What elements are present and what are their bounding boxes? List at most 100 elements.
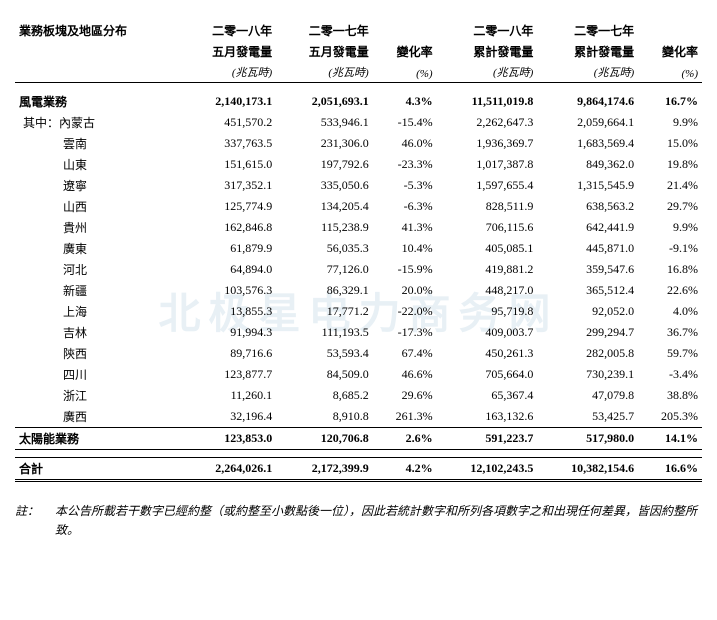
value-cell: 77,126.0 — [276, 259, 373, 280]
value-cell: 8,685.2 — [276, 385, 373, 406]
value-cell: 12,102,243.5 — [437, 457, 538, 480]
table-row: 吉林91,994.3111,193.5-17.3%409,003.7299,29… — [15, 322, 702, 343]
region-cell: 新疆 — [15, 280, 180, 301]
footnote-label: 註： — [15, 502, 39, 540]
value-cell: 2,059,664.1 — [537, 112, 638, 133]
col-header-4: 二零一八年 — [437, 20, 538, 41]
value-cell: 197,792.6 — [276, 154, 373, 175]
value-cell: 95,719.8 — [437, 301, 538, 322]
value-cell: 11,260.1 — [180, 385, 277, 406]
value-cell: -3.4% — [638, 364, 702, 385]
value-cell: 849,362.0 — [537, 154, 638, 175]
value-cell: 730,239.1 — [537, 364, 638, 385]
region-cell: 太陽能業務 — [15, 427, 180, 449]
value-cell: 335,050.6 — [276, 175, 373, 196]
value-cell: 84,509.0 — [276, 364, 373, 385]
value-cell: 14.1% — [638, 427, 702, 449]
value-cell: 103,576.3 — [180, 280, 277, 301]
col-header-2: 二零一七年 — [276, 20, 373, 41]
value-cell: 32,196.4 — [180, 406, 277, 428]
value-cell: 134,205.4 — [276, 196, 373, 217]
value-cell: 448,217.0 — [437, 280, 538, 301]
value-cell: 16.7% — [638, 91, 702, 112]
value-cell: 261.3% — [373, 406, 437, 428]
value-cell: 705,664.0 — [437, 364, 538, 385]
region-cell: 其中：內蒙古 — [15, 112, 180, 133]
value-cell: -15.9% — [373, 259, 437, 280]
value-cell: -9.1% — [638, 238, 702, 259]
table-row: 遼寧317,352.1335,050.6-5.3%1,597,655.41,31… — [15, 175, 702, 196]
value-cell: 450,261.3 — [437, 343, 538, 364]
value-cell: 115,238.9 — [276, 217, 373, 238]
value-cell: 1,315,545.9 — [537, 175, 638, 196]
value-cell: 205.3% — [638, 406, 702, 428]
value-cell: 29.6% — [373, 385, 437, 406]
table-row: 雲南337,763.5231,306.046.0%1,936,369.71,68… — [15, 133, 702, 154]
region-cell: 四川 — [15, 364, 180, 385]
region-cell: 上海 — [15, 301, 180, 322]
table-row: 太陽能業務123,853.0120,706.82.6%591,223.7517,… — [15, 427, 702, 449]
value-cell: 405,085.1 — [437, 238, 538, 259]
table-row: 上海13,855.317,771.2-22.0%95,719.892,052.0… — [15, 301, 702, 322]
value-cell: 365,512.4 — [537, 280, 638, 301]
region-cell: 河北 — [15, 259, 180, 280]
table-row: 浙江11,260.18,685.229.6%65,367.447,079.838… — [15, 385, 702, 406]
value-cell: 20.0% — [373, 280, 437, 301]
value-cell: 706,115.6 — [437, 217, 538, 238]
value-cell: 163,132.6 — [437, 406, 538, 428]
value-cell: 231,306.0 — [276, 133, 373, 154]
value-cell: 451,570.2 — [180, 112, 277, 133]
header-row-2: 五月發電量 五月發電量 變化率 累計發電量 累計發電量 變化率 — [15, 41, 702, 62]
value-cell: 2,140,173.1 — [180, 91, 277, 112]
value-cell: 282,005.8 — [537, 343, 638, 364]
value-cell: 111,193.5 — [276, 322, 373, 343]
table-row: 其中：內蒙古451,570.2533,946.1-15.4%2,262,647.… — [15, 112, 702, 133]
value-cell: 9,864,174.6 — [537, 91, 638, 112]
value-cell: 86,329.1 — [276, 280, 373, 301]
value-cell: 59.7% — [638, 343, 702, 364]
value-cell: -17.3% — [373, 322, 437, 343]
region-cell: 貴州 — [15, 217, 180, 238]
header-row-3: (兆瓦時) (兆瓦時) (%) (兆瓦時) (兆瓦時) (%) — [15, 62, 702, 83]
value-cell: 92,052.0 — [537, 301, 638, 322]
value-cell: 10.4% — [373, 238, 437, 259]
value-cell: 359,547.6 — [537, 259, 638, 280]
table-row: 風電業務2,140,173.12,051,693.14.3%11,511,019… — [15, 91, 702, 112]
region-cell: 廣東 — [15, 238, 180, 259]
value-cell: 41.3% — [373, 217, 437, 238]
value-cell: 299,294.7 — [537, 322, 638, 343]
value-cell: 1,936,369.7 — [437, 133, 538, 154]
value-cell: 638,563.2 — [537, 196, 638, 217]
value-cell: -23.3% — [373, 154, 437, 175]
value-cell: 9.9% — [638, 217, 702, 238]
value-cell: 123,853.0 — [180, 427, 277, 449]
table-row: 新疆103,576.386,329.120.0%448,217.0365,512… — [15, 280, 702, 301]
value-cell: 517,980.0 — [537, 427, 638, 449]
footnote: 註： 本公告所載若干數字已經約整（或約整至小數點後一位），因此若統計數字和所列各… — [15, 502, 702, 540]
value-cell: 46.6% — [373, 364, 437, 385]
value-cell: 9.9% — [638, 112, 702, 133]
region-cell: 吉林 — [15, 322, 180, 343]
value-cell: 2,051,693.1 — [276, 91, 373, 112]
value-cell: 46.0% — [373, 133, 437, 154]
value-cell: 89,716.6 — [180, 343, 277, 364]
table-row: 四川123,877.784,509.046.6%705,664.0730,239… — [15, 364, 702, 385]
value-cell: 591,223.7 — [437, 427, 538, 449]
col-header-1: 二零一八年 — [180, 20, 277, 41]
value-cell: -6.3% — [373, 196, 437, 217]
col-header-region: 業務板塊及地區分布 — [15, 20, 180, 41]
value-cell: 4.2% — [373, 457, 437, 480]
value-cell: 29.7% — [638, 196, 702, 217]
value-cell: 16.6% — [638, 457, 702, 480]
value-cell: 67.4% — [373, 343, 437, 364]
value-cell: 22.6% — [638, 280, 702, 301]
value-cell: 419,881.2 — [437, 259, 538, 280]
value-cell: 61,879.9 — [180, 238, 277, 259]
value-cell: 38.8% — [638, 385, 702, 406]
value-cell: 2,262,647.3 — [437, 112, 538, 133]
value-cell: 53,593.4 — [276, 343, 373, 364]
value-cell: 1,683,569.4 — [537, 133, 638, 154]
col-header-6 — [638, 20, 702, 41]
value-cell: 2,264,026.1 — [180, 457, 277, 480]
value-cell: 17,771.2 — [276, 301, 373, 322]
